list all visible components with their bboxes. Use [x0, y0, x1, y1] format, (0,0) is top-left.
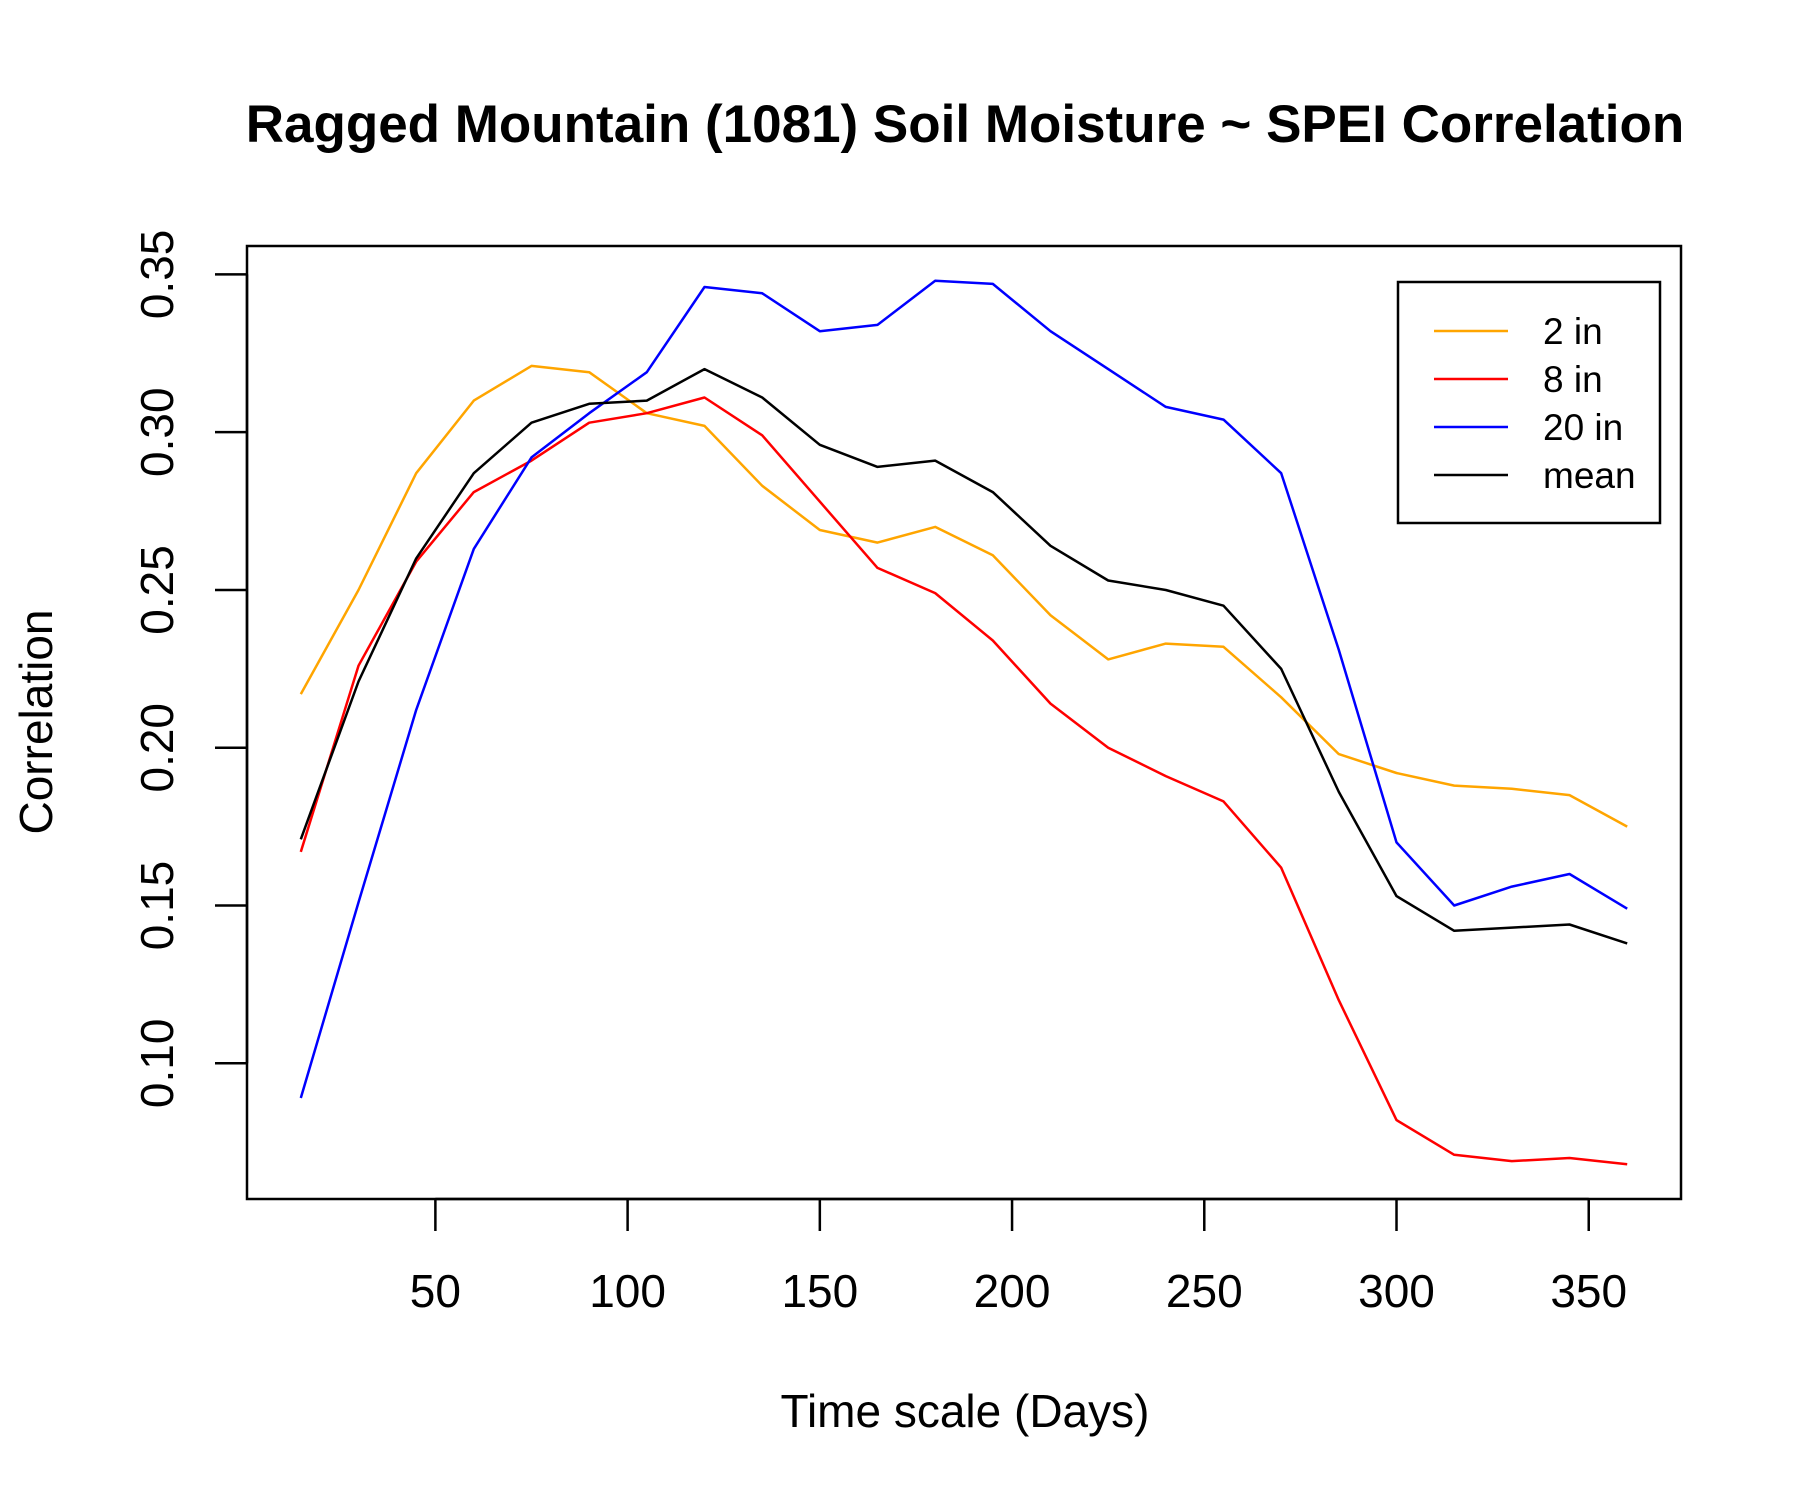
x-tick-label: 250: [1166, 1265, 1243, 1317]
x-tick-label: 350: [1550, 1265, 1627, 1317]
x-tick-label: 50: [410, 1265, 461, 1317]
x-tick-label: 300: [1358, 1265, 1435, 1317]
y-axis: 0.10 0.15 0.20 0.25 0.30 0.35: [131, 230, 249, 1109]
y-tick-label: 0.35: [131, 230, 183, 320]
x-tick-label: 150: [781, 1265, 858, 1317]
legend-label-8-in: 8 in: [1543, 359, 1603, 400]
y-tick-label: 0.10: [131, 1019, 183, 1109]
y-tick-label: 0.25: [131, 545, 183, 635]
series-line-20-in: [299, 279, 1628, 1099]
x-tick-label: 100: [589, 1265, 666, 1317]
chart-title: Ragged Mountain (1081) Soil Moisture ~ S…: [246, 95, 1685, 154]
series-line-2-in: [299, 364, 1628, 828]
legend-label-20-in: 20 in: [1543, 407, 1623, 448]
legend-label-2-in: 2 in: [1543, 311, 1603, 352]
y-tick-label: 0.15: [131, 861, 183, 951]
series-line-8-in: [299, 396, 1628, 1166]
legend: 2 in 8 in 20 in mean: [1396, 280, 1662, 525]
y-tick-label: 0.30: [131, 387, 183, 477]
x-axis-label: Time scale (Days): [781, 1385, 1150, 1437]
x-tick-label: 200: [974, 1265, 1051, 1317]
y-axis-label: Correlation: [10, 610, 62, 835]
series-lines: [299, 279, 1628, 1166]
series-line-mean: [299, 367, 1628, 945]
legend-box: [1396, 280, 1662, 525]
x-axis: 50 100 150 200 250 300 350: [410, 1197, 1627, 1317]
legend-label-mean: mean: [1543, 455, 1636, 496]
y-tick-label: 0.20: [131, 703, 183, 793]
